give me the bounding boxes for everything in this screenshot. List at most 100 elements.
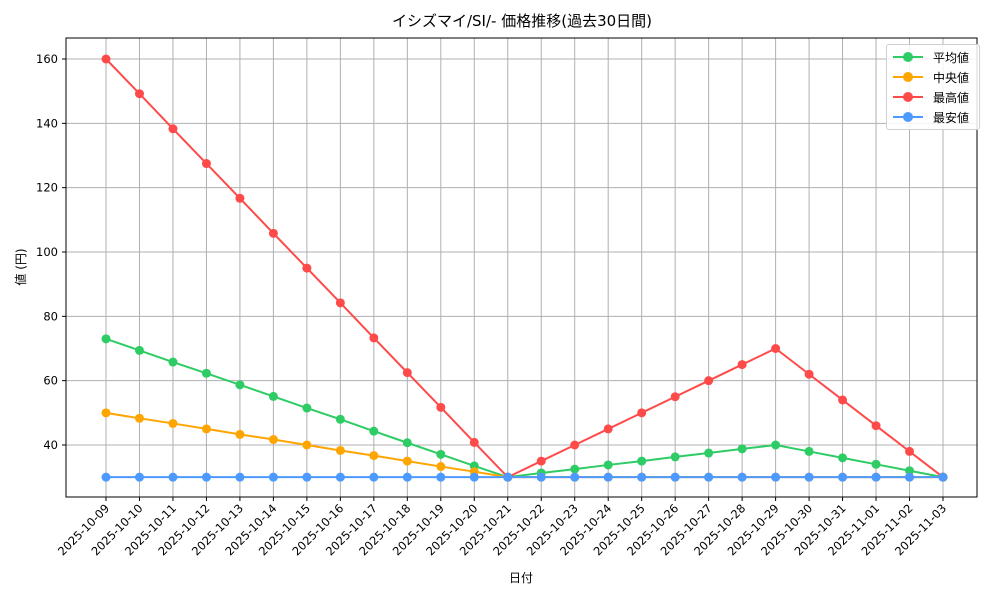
data-point — [235, 429, 245, 439]
data-point — [704, 448, 714, 458]
data-point — [268, 435, 278, 445]
data-point — [335, 445, 345, 455]
data-point — [670, 452, 680, 462]
data-point — [235, 193, 245, 203]
data-point — [134, 345, 144, 355]
legend-marker-icon — [893, 51, 923, 63]
data-point — [436, 449, 446, 459]
data-point — [168, 418, 178, 428]
data-point — [268, 472, 278, 482]
data-point — [168, 472, 178, 482]
data-point — [302, 472, 312, 482]
data-point — [570, 472, 580, 482]
y-tick-label: 60 — [43, 374, 58, 388]
data-point — [905, 472, 915, 482]
legend-item: 中央値 — [887, 67, 979, 87]
data-point — [168, 357, 178, 367]
y-tick-label: 40 — [43, 438, 58, 452]
x-axis-label: 日付 — [509, 571, 533, 585]
data-point — [302, 403, 312, 413]
data-point — [838, 453, 848, 463]
legend-marker-icon — [893, 111, 923, 123]
legend-label: 平均値 — [933, 50, 970, 65]
data-point — [737, 472, 747, 482]
data-point — [871, 459, 881, 469]
data-point — [536, 472, 546, 482]
series-0 — [101, 334, 948, 482]
data-point — [101, 408, 111, 418]
data-point — [369, 451, 379, 461]
x-axis-ticks: 2025-10-092025-10-102025-10-112025-10-12… — [55, 497, 949, 558]
data-point — [570, 464, 580, 474]
data-point — [771, 344, 781, 353]
data-point — [369, 472, 379, 482]
data-point — [201, 159, 211, 169]
data-point — [804, 472, 814, 482]
legend-marker-icon — [893, 71, 923, 83]
data-point — [536, 456, 546, 466]
y-tick-label: 100 — [36, 245, 58, 259]
data-point — [938, 472, 948, 482]
series-2 — [101, 54, 948, 482]
data-point — [101, 54, 111, 64]
data-point — [637, 456, 647, 466]
data-point — [704, 376, 714, 386]
data-point — [771, 440, 781, 450]
data-point — [871, 472, 881, 482]
data-point — [436, 472, 446, 482]
data-point — [201, 424, 211, 434]
y-tick-label: 120 — [36, 181, 58, 195]
legend-marker-icon — [893, 91, 923, 103]
data-point — [436, 462, 446, 472]
series-line — [105, 58, 944, 479]
y-tick-label: 160 — [36, 52, 58, 66]
chart-title: イシズマイ/SI/- 価格推移(過去30日間) — [391, 12, 653, 30]
plot-frame — [65, 37, 978, 498]
data-point — [268, 228, 278, 238]
data-point — [637, 472, 647, 482]
data-point — [168, 124, 178, 134]
data-point — [201, 472, 211, 482]
data-point — [369, 333, 379, 343]
data-point — [603, 472, 613, 482]
y-axis-label: 値 (円) — [13, 248, 28, 285]
data-point — [570, 440, 580, 450]
data-point — [268, 391, 278, 401]
data-point — [134, 472, 144, 482]
data-point — [101, 334, 111, 344]
data-point — [302, 263, 312, 273]
data-point — [134, 89, 144, 99]
data-point — [771, 472, 781, 482]
y-tick-label: 80 — [43, 309, 58, 323]
y-axis-ticks: 40 60 80 100 120 140 160 — [36, 52, 66, 452]
data-point — [402, 472, 412, 482]
legend-label: 最安値 — [933, 110, 970, 125]
data-point — [871, 421, 881, 431]
data-point — [335, 414, 345, 424]
data-point — [235, 380, 245, 390]
data-point — [737, 444, 747, 454]
series-3 — [101, 472, 948, 482]
data-point — [335, 298, 345, 308]
data-point — [402, 456, 412, 466]
data-point — [201, 368, 211, 378]
data-point — [670, 472, 680, 482]
y-tick-label: 140 — [36, 116, 58, 130]
data-point — [436, 402, 446, 412]
data-point — [737, 360, 747, 370]
data-point — [838, 472, 848, 482]
data-point — [670, 392, 680, 402]
legend-item: 最安値 — [887, 107, 979, 127]
legend-item: 最高値 — [887, 87, 979, 107]
legend-item: 平均値 — [887, 47, 979, 67]
data-point — [235, 472, 245, 482]
legend-label: 中央値 — [933, 70, 970, 85]
data-point — [469, 472, 479, 482]
data-point — [469, 437, 479, 447]
data-point — [603, 424, 613, 434]
legend-label: 最高値 — [933, 90, 970, 105]
data-point — [804, 369, 814, 379]
legend: 平均値中央値最高値最安値 — [886, 44, 980, 130]
data-point — [804, 446, 814, 456]
